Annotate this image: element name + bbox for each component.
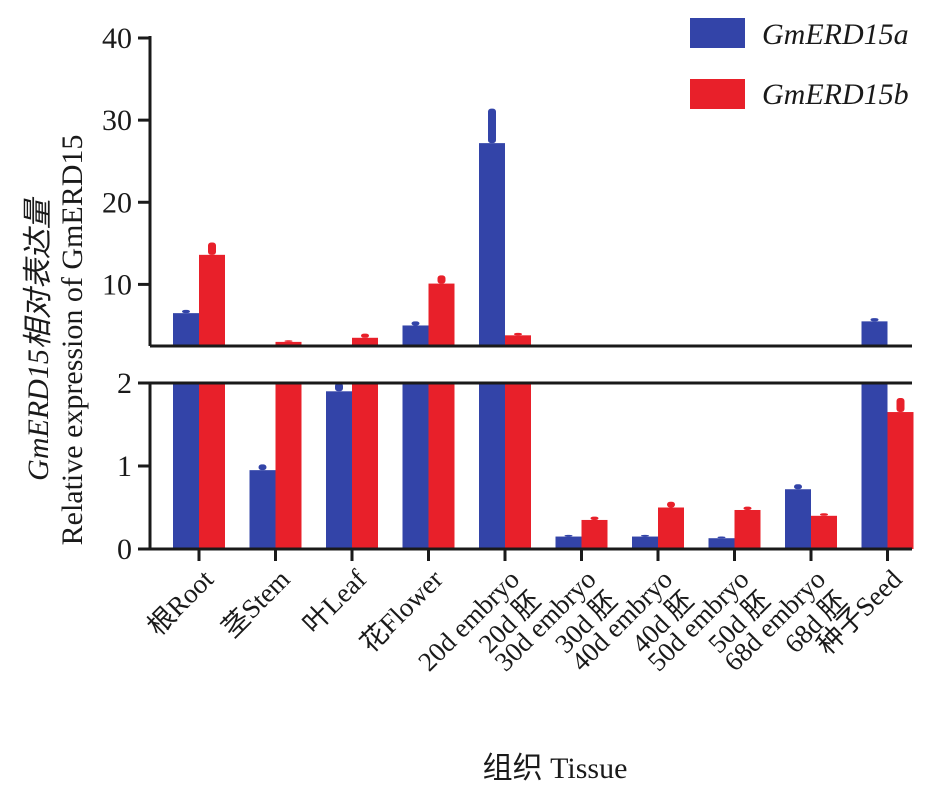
bar-lower-segment (402, 383, 429, 549)
error-bar (284, 340, 293, 342)
error-bar (870, 318, 879, 322)
bar-gmerd15a-1 (173, 309, 199, 549)
error-bar (667, 501, 675, 508)
error-bar (743, 506, 752, 510)
bar-lower-segment (249, 470, 276, 549)
bar-gmerd15b-9 (811, 513, 837, 549)
bar-gmerd15b-1 (199, 242, 225, 549)
bar-lower-segment (199, 383, 225, 549)
y-tick-label: 10 (102, 268, 132, 301)
bar-lower-segment (275, 383, 302, 549)
bar-lower-segment (581, 519, 608, 549)
bar-lower-segment (173, 383, 199, 549)
bar-lower-segment (326, 391, 352, 549)
bar-gmerd15a-6 (555, 534, 582, 549)
bar-lower-segment (555, 536, 582, 549)
bar-upper-segment (199, 254, 225, 346)
bar-gmerd15a-8 (708, 536, 735, 549)
bar-lower-segment (785, 489, 811, 549)
bar-lower-segment (428, 383, 455, 549)
error-bar (590, 516, 599, 520)
bar-gmerd15a-9 (785, 484, 811, 549)
x-tick-label: 叶Leaf (297, 564, 372, 639)
y-tick-label: 2 (117, 367, 132, 400)
y-axis-title-en: Relative expression of GmERD15 (56, 135, 89, 546)
y-axis-title-zh: GmERD15相对表达量 (22, 196, 55, 481)
error-bar (208, 242, 216, 255)
y-tick-label: 40 (102, 22, 132, 55)
bar-gmerd15b-6 (581, 516, 608, 549)
x-tick-label-group: 茎Stem (216, 564, 296, 644)
bar-gmerd15b-8 (734, 506, 761, 549)
error-bar (514, 332, 522, 336)
bar-upper-segment (861, 321, 888, 346)
error-bar (361, 333, 369, 338)
bar-lower-segment (887, 412, 914, 549)
bar-lower-segment (632, 536, 658, 549)
bar-upper-segment (173, 313, 199, 346)
bar-gmerd15a-7 (632, 534, 658, 549)
bar-gmerd15b-4 (428, 275, 455, 549)
bar-lower-segment (505, 383, 531, 549)
bar-gmerd15a-4 (402, 321, 429, 549)
error-bar (437, 275, 446, 284)
axes-layer (138, 36, 912, 561)
bar-lower-segment (861, 383, 888, 549)
error-bar (335, 383, 343, 392)
bar-upper-segment (428, 283, 455, 346)
bar-gmerd15a-2 (249, 464, 276, 549)
error-bar (258, 464, 267, 471)
bar-upper-segment (505, 335, 531, 346)
error-bar (564, 534, 573, 537)
bar-upper-segment (479, 143, 505, 346)
legend-label-gmerd15b: GmERD15b (762, 78, 909, 111)
y-tick-label: 20 (102, 186, 132, 219)
error-bar (717, 536, 726, 539)
bar-lower-segment (708, 538, 735, 549)
y-axis-title: GmERD15相对表达量 Relative expression of GmER… (22, 135, 89, 546)
bar-upper-segment (402, 325, 429, 346)
bar-upper-segment (275, 341, 302, 346)
y-tick-label: 30 (102, 104, 132, 137)
error-bar (641, 534, 649, 537)
bar-lower-segment (811, 515, 837, 549)
bar-gmerd15b-5 (505, 332, 531, 549)
x-tick-label: 茎Stem (216, 564, 296, 644)
legend-swatch-gmerd15b (690, 79, 745, 109)
bar-lower-segment (658, 507, 684, 549)
legend-swatch-gmerd15a (690, 18, 745, 48)
error-bar (794, 484, 802, 490)
bar-gmerd15a-10 (861, 318, 888, 549)
bar-gmerd15a-3 (326, 383, 352, 549)
y-tick-label: 0 (117, 533, 132, 566)
x-tick-label: 根Root (142, 564, 220, 642)
error-bar (820, 513, 828, 516)
error-bar (488, 108, 496, 144)
error-bar (896, 397, 905, 413)
bar-gmerd15b-2 (275, 340, 302, 549)
bar-lower-segment (352, 383, 378, 549)
legend-label-gmerd15a: GmERD15a (762, 18, 909, 51)
error-bar (182, 309, 190, 314)
bar-upper-segment (352, 337, 378, 346)
y-tick-labels: 0 1 2 10 20 30 40 (102, 22, 132, 566)
error-bar (411, 321, 420, 326)
bar-lower-segment (734, 509, 761, 549)
bar-lower-segment (479, 383, 505, 549)
x-tick-label-group: 根Root (142, 564, 220, 642)
bar-gmerd15a-5 (479, 108, 505, 549)
x-tick-label-group: 叶Leaf (297, 564, 372, 639)
bar-gmerd15b-7 (658, 501, 684, 549)
bar-gmerd15b-10 (887, 397, 914, 549)
bars-layer (173, 108, 914, 549)
y-tick-label: 1 (117, 450, 132, 483)
x-axis-title: 组织 Tissue (483, 752, 628, 785)
legend: GmERD15a GmERD15b (690, 18, 909, 111)
bar-gmerd15b-3 (352, 333, 378, 549)
